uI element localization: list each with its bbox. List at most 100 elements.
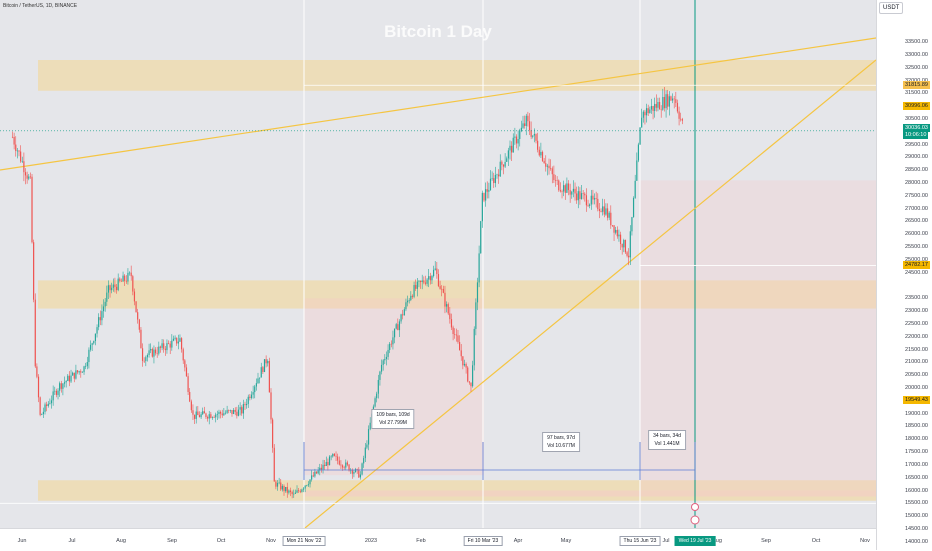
candle-body	[283, 485, 285, 492]
candle-body	[46, 404, 48, 406]
candle-body	[65, 380, 67, 383]
candle-body	[140, 329, 142, 349]
date-badge-3: Thu 15 Jun '23	[619, 536, 661, 546]
price-badge-level-upper: 30996.06	[903, 102, 930, 111]
candle-body	[485, 189, 487, 201]
candle-body	[62, 383, 64, 389]
candle-body	[670, 96, 672, 101]
candle-body	[667, 94, 669, 107]
candle-body	[619, 234, 622, 244]
candle-body	[590, 195, 592, 205]
price-tick: 15000.00	[905, 513, 928, 520]
measure-vol-1: Vol 27.799M	[379, 420, 407, 426]
price-axis[interactable]	[876, 0, 932, 550]
candle-body	[587, 205, 589, 206]
candle-body	[11, 136, 14, 138]
candle-body	[200, 414, 202, 418]
candle-body	[530, 130, 532, 137]
candle-body	[145, 357, 147, 362]
price-tick: 28000.00	[905, 180, 928, 186]
candle-body	[169, 343, 171, 348]
candle-body	[475, 302, 477, 329]
chart-plot-area[interactable]: Bitcoin / TetherUS, 1D, BINANCE Bitcoin …	[0, 0, 876, 528]
candle-body	[605, 208, 607, 215]
candle-body	[176, 337, 178, 344]
candle-body	[389, 343, 391, 350]
candle-body	[632, 197, 635, 218]
candle-body	[377, 379, 379, 394]
candle-body	[304, 485, 306, 489]
price-chart[interactable]	[0, 0, 876, 528]
candle-body	[259, 377, 261, 379]
candle-body	[574, 188, 576, 194]
candle-body	[618, 234, 620, 237]
price-badge-level-low: 19549.43	[903, 395, 930, 404]
measure-label-2: 97 bars, 97d Vol 10.677M	[542, 432, 580, 452]
candle-body	[535, 134, 537, 141]
time-tick: 2023	[364, 538, 378, 544]
candle-body	[577, 191, 579, 201]
candle-body	[106, 292, 108, 302]
time-tick: Oct	[216, 538, 226, 544]
candle-body	[301, 489, 303, 492]
candle-body	[528, 121, 531, 131]
candle-body	[154, 349, 157, 354]
candle-body	[463, 363, 466, 366]
candle-body	[85, 366, 87, 367]
candle-body	[559, 190, 561, 192]
measure-vol-2: Vol 10.677M	[547, 443, 575, 449]
support-trendline	[304, 59, 876, 528]
candle-body	[616, 229, 618, 237]
candle-body	[111, 287, 113, 291]
candle-body	[642, 111, 644, 118]
candle-body	[28, 176, 30, 179]
candle-body	[567, 183, 570, 191]
candle-body	[171, 340, 173, 348]
time-tick: Nov	[266, 538, 276, 544]
candle-body	[289, 490, 292, 492]
candle-body	[506, 158, 508, 162]
candle-body	[416, 281, 418, 289]
candle-body	[658, 102, 661, 110]
candle-body	[512, 137, 514, 153]
candle-body	[286, 486, 288, 493]
candle-body	[483, 192, 485, 201]
candle-body	[663, 96, 666, 109]
candle-body	[514, 136, 516, 138]
candle-body	[387, 349, 389, 357]
candle-body	[255, 383, 257, 387]
price-tick: 24500.00	[905, 269, 928, 276]
time-axis[interactable]	[0, 528, 876, 551]
candle-body	[405, 302, 407, 310]
candle-body	[476, 282, 479, 303]
candle-body	[434, 268, 436, 270]
candle-body	[341, 465, 344, 468]
candle-body	[496, 174, 498, 176]
candle-body	[148, 350, 150, 355]
candle-body	[132, 276, 134, 292]
candle-body	[311, 475, 313, 480]
candle-body	[42, 411, 44, 415]
candle-body	[67, 375, 69, 381]
candle-body	[652, 106, 654, 111]
candle-body	[324, 464, 326, 467]
candle-body	[343, 467, 345, 469]
candle-body	[460, 350, 462, 357]
candle-body	[314, 471, 316, 477]
candle-body	[109, 285, 111, 291]
candle-body	[358, 469, 360, 478]
candle-body	[151, 348, 153, 357]
currency-button[interactable]: USDT	[879, 2, 904, 14]
candle-body	[127, 272, 129, 282]
measure-vol-3: Vol 1.441M	[654, 441, 680, 447]
measure-label-3: 34 bars, 34d Vol 1.441M	[648, 430, 686, 450]
candle-body	[164, 348, 166, 351]
candle-body	[645, 108, 648, 116]
candle-body	[584, 193, 586, 196]
candle-body	[550, 168, 552, 169]
candle-body	[356, 469, 358, 470]
candle-body	[353, 472, 355, 474]
candle-body	[231, 409, 233, 414]
candle-body	[54, 390, 56, 392]
candle-body	[208, 414, 210, 419]
